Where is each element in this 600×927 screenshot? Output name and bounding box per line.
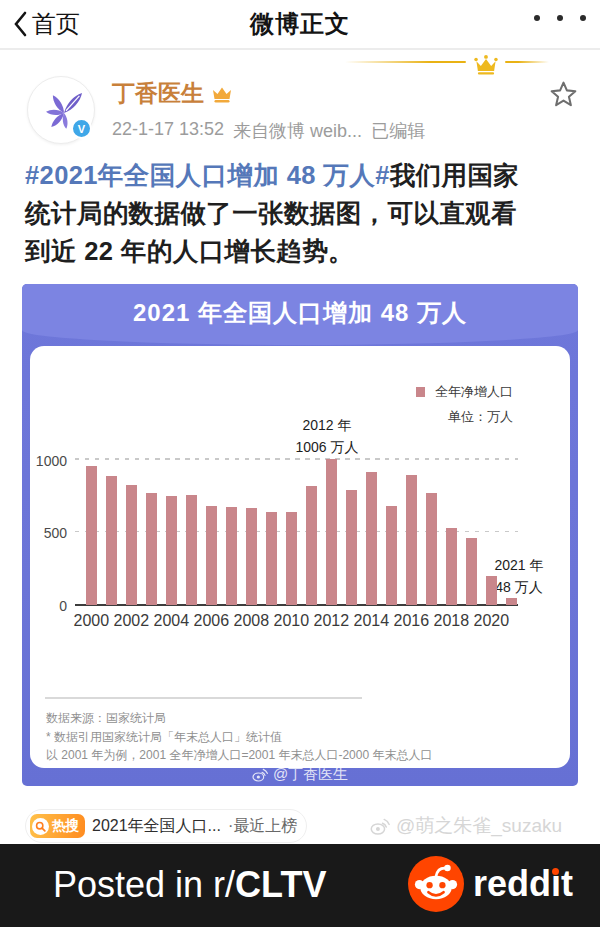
edited-label: 已编辑 bbox=[371, 119, 425, 143]
bar-2005 bbox=[186, 495, 197, 605]
bar-2003 bbox=[146, 493, 157, 605]
legend-label: 全年净增人口 bbox=[435, 383, 513, 401]
page-watermark: @萌之朱雀_suzaku bbox=[370, 813, 562, 839]
reddit-footer-bar: Posted in r/CLTV reddıt bbox=[0, 844, 600, 927]
chart-watermark: @丁香医生 bbox=[22, 765, 578, 784]
footnote-divider bbox=[45, 697, 362, 699]
reddit-logo-icon bbox=[408, 856, 464, 912]
bar-2015 bbox=[386, 506, 397, 605]
bar-2006 bbox=[206, 506, 217, 605]
bar-2012 bbox=[326, 459, 337, 605]
post-text: #2021年全国人口增加 48 万人#我们用国家 统计局的数据做了一张数据图，可… bbox=[25, 156, 585, 270]
bar-2020 bbox=[486, 576, 497, 605]
bar-2002 bbox=[126, 485, 137, 605]
bar-2016 bbox=[406, 475, 417, 605]
legend-swatch bbox=[416, 387, 426, 397]
hot-search-text: 2021年全国人口... bbox=[92, 816, 221, 837]
chart-footnotes: 数据来源：国家统计局 * 数据引用国家统计局「年末总人口」统计值 以 2001 … bbox=[46, 709, 432, 765]
weibo-icon bbox=[370, 818, 390, 835]
bar-2001 bbox=[106, 476, 117, 605]
reddit-brand: reddıt bbox=[408, 856, 573, 912]
weibo-icon bbox=[252, 768, 268, 782]
weibo-post-screen: 首页 微博正文 V 丁香医生 bbox=[0, 0, 600, 927]
chart-image[interactable]: 2021 年全国人口增加 48 万人 全年净增人口 单位：万人 2012 年 1… bbox=[22, 284, 578, 786]
bar-2008 bbox=[246, 508, 257, 605]
bar-2004 bbox=[166, 496, 177, 605]
post-source[interactable]: 来自微博 weib... bbox=[233, 119, 362, 143]
nav-divider bbox=[0, 48, 600, 50]
chart-panel: 全年净增人口 单位：万人 2012 年 1006 万人 2021 年 48 万人… bbox=[30, 346, 570, 768]
hashtag-link[interactable]: #2021年全国人口增加 48 万人# bbox=[25, 161, 390, 189]
hot-search-entry[interactable]: 热搜 2021年全国人口... ·最近上榜 bbox=[25, 809, 307, 843]
hot-search-badge: 热搜 bbox=[30, 814, 85, 838]
post-header: 丁香医生 22-1-17 13:52 来自微博 weib... 已编辑 bbox=[112, 78, 425, 143]
bar-2000 bbox=[86, 466, 97, 605]
star-icon[interactable] bbox=[549, 80, 578, 109]
unit-label: 单位：万人 bbox=[416, 408, 514, 426]
vip-crown-icon bbox=[211, 84, 233, 104]
bar-2010 bbox=[286, 512, 297, 605]
avatar[interactable]: V bbox=[27, 76, 95, 144]
bar-2018 bbox=[446, 528, 457, 605]
bar-2009 bbox=[266, 512, 277, 605]
hot-search-icon bbox=[32, 818, 49, 835]
reddit-wordmark: reddıt bbox=[473, 863, 573, 905]
crown-decoration-line-left bbox=[345, 61, 466, 63]
bar-2019 bbox=[466, 538, 477, 605]
bar-2021 bbox=[506, 598, 517, 605]
chart-legend: 全年净增人口 单位：万人 bbox=[416, 383, 514, 426]
chart-title-band: 2021 年全国人口增加 48 万人 bbox=[22, 284, 578, 345]
more-button[interactable] bbox=[534, 15, 586, 21]
chart-title: 2021 年全国人口增加 48 万人 bbox=[22, 284, 578, 342]
bar-2014 bbox=[366, 472, 377, 605]
timestamp: 22-1-17 13:52 bbox=[112, 119, 224, 143]
crown-decoration-line-right bbox=[505, 61, 549, 63]
verified-badge-icon: V bbox=[71, 118, 92, 139]
author-name[interactable]: 丁香医生 bbox=[112, 78, 204, 109]
bar-2013 bbox=[346, 490, 357, 605]
bar-2017 bbox=[426, 493, 437, 605]
bar-2011 bbox=[306, 486, 317, 605]
bar-chart: 0500100020002002200420062008201020122014… bbox=[75, 445, 518, 605]
hot-search-status: ·最近上榜 bbox=[228, 816, 297, 837]
bar-2007 bbox=[226, 507, 237, 605]
post-meta: 22-1-17 13:52 来自微博 weib... 已编辑 bbox=[112, 119, 425, 143]
nav-bar: 首页 微博正文 bbox=[0, 0, 600, 48]
posted-in-label: Posted in r/CLTV bbox=[53, 864, 326, 906]
crown-decoration-icon bbox=[472, 53, 500, 77]
page-title: 微博正文 bbox=[0, 8, 600, 40]
